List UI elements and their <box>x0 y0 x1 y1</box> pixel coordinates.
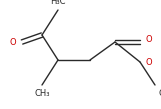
Text: O: O <box>9 37 16 47</box>
Text: CH₃: CH₃ <box>159 89 161 98</box>
Text: O: O <box>146 35 153 43</box>
Text: O: O <box>146 58 153 66</box>
Text: CH₃: CH₃ <box>34 89 50 98</box>
Text: H₃C: H₃C <box>50 0 66 6</box>
